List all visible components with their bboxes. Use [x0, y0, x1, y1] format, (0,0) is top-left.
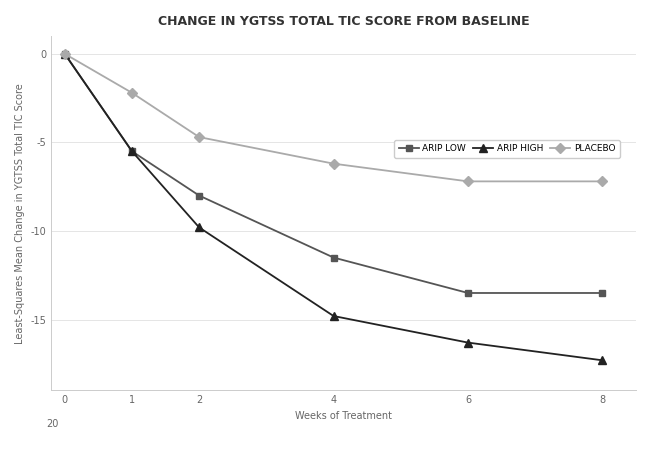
PLACEBO	[598, 179, 606, 184]
Text: 20: 20	[46, 419, 59, 429]
PLACEBO	[195, 134, 203, 140]
Line: PLACEBO: PLACEBO	[61, 50, 606, 185]
ARIP HIGH	[464, 340, 472, 345]
ARIP LOW	[128, 148, 136, 154]
ARIP LOW	[195, 193, 203, 198]
PLACEBO	[128, 90, 136, 95]
ARIP HIGH	[128, 148, 136, 154]
PLACEBO	[329, 161, 337, 166]
ARIP HIGH	[61, 51, 68, 57]
ARIP HIGH	[329, 313, 337, 319]
PLACEBO	[464, 179, 472, 184]
Line: ARIP HIGH: ARIP HIGH	[61, 49, 607, 365]
Line: ARIP LOW: ARIP LOW	[61, 50, 606, 296]
Title: CHANGE IN YGTSS TOTAL TIC SCORE FROM BASELINE: CHANGE IN YGTSS TOTAL TIC SCORE FROM BAS…	[158, 15, 529, 28]
ARIP LOW	[61, 51, 68, 57]
Y-axis label: Least-Squares Mean Change in YGTSS Total TIC Score: Least-Squares Mean Change in YGTSS Total…	[15, 83, 25, 344]
ARIP HIGH	[598, 358, 606, 363]
ARIP LOW	[598, 290, 606, 296]
ARIP LOW	[329, 255, 337, 260]
Legend: ARIP LOW, ARIP HIGH, PLACEBO: ARIP LOW, ARIP HIGH, PLACEBO	[395, 140, 620, 158]
ARIP HIGH	[195, 225, 203, 230]
PLACEBO	[61, 51, 68, 57]
ARIP LOW	[464, 290, 472, 296]
X-axis label: Weeks of Treatment: Weeks of Treatment	[295, 411, 392, 421]
